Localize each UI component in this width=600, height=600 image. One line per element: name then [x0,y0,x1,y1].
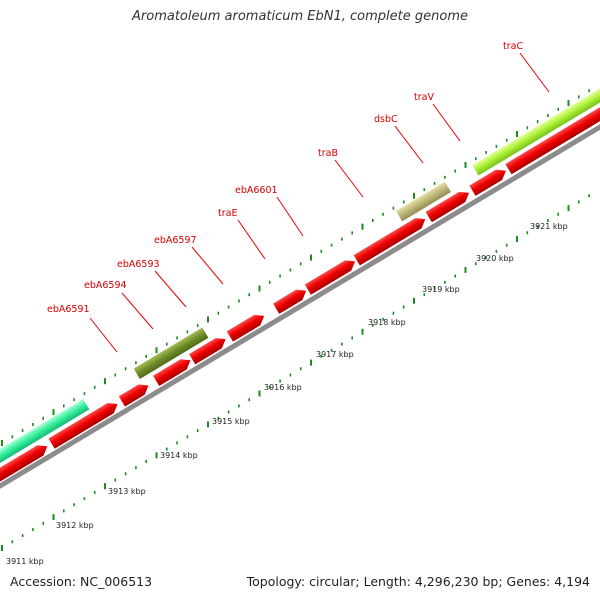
scale-label: 3911 kbp [6,557,44,566]
gene-label[interactable]: ebA6591 [47,304,90,315]
outer-tick-row [2,89,589,446]
scale-label: 3920 kbp [476,254,514,263]
leader-line [433,104,460,141]
leader-line [192,247,223,284]
scale-label: 3921 kbp [530,222,568,231]
leader-line [238,220,265,259]
leader-line [335,160,363,197]
gene-labels: ebA6591 ebA6594 ebA6593 ebA6597 traE ebA… [47,41,523,315]
accession-text: Accession: NC_006513 [10,574,152,589]
gene-label[interactable]: ebA6594 [84,280,127,291]
scale-label: 3916 kbp [264,383,302,392]
gene-label[interactable]: traB [318,148,338,159]
leader-line [520,53,549,92]
genome-backbone [0,121,600,492]
leader-line [122,293,153,329]
gene-label[interactable]: ebA6593 [117,259,160,270]
gene-label[interactable]: ebA6601 [235,185,278,196]
gene-leader-lines [90,53,549,352]
scale-label: 3912 kbp [56,521,94,530]
gene-label[interactable]: traC [503,41,523,52]
scale-label: 3914 kbp [160,451,198,460]
cds-arrow[interactable] [354,214,429,265]
leader-line [90,318,117,352]
genome-map: 3911 kbp 3912 kbp 3913 kbp 3914 kbp 3915… [0,0,600,600]
scale-tick-row [2,194,589,551]
leader-line [395,126,423,163]
scale-label: 3917 kbp [316,350,354,359]
scale-label: 3919 kbp [422,285,460,294]
gene-label[interactable]: traE [218,208,237,219]
scale-labels: 3911 kbp 3912 kbp 3913 kbp 3914 kbp 3915… [6,222,568,566]
genome-summary-text: Topology: circular; Length: 4,296,230 bp… [247,574,590,589]
scale-label: 3918 kbp [368,318,406,327]
gene-label[interactable]: dsbC [374,114,398,125]
leader-line [155,271,186,307]
gene-label[interactable]: traV [414,92,434,103]
gene-label[interactable]: ebA6597 [154,235,197,246]
scale-label: 3915 kbp [212,417,250,426]
scale-label: 3913 kbp [108,487,146,496]
leader-line [277,197,303,236]
